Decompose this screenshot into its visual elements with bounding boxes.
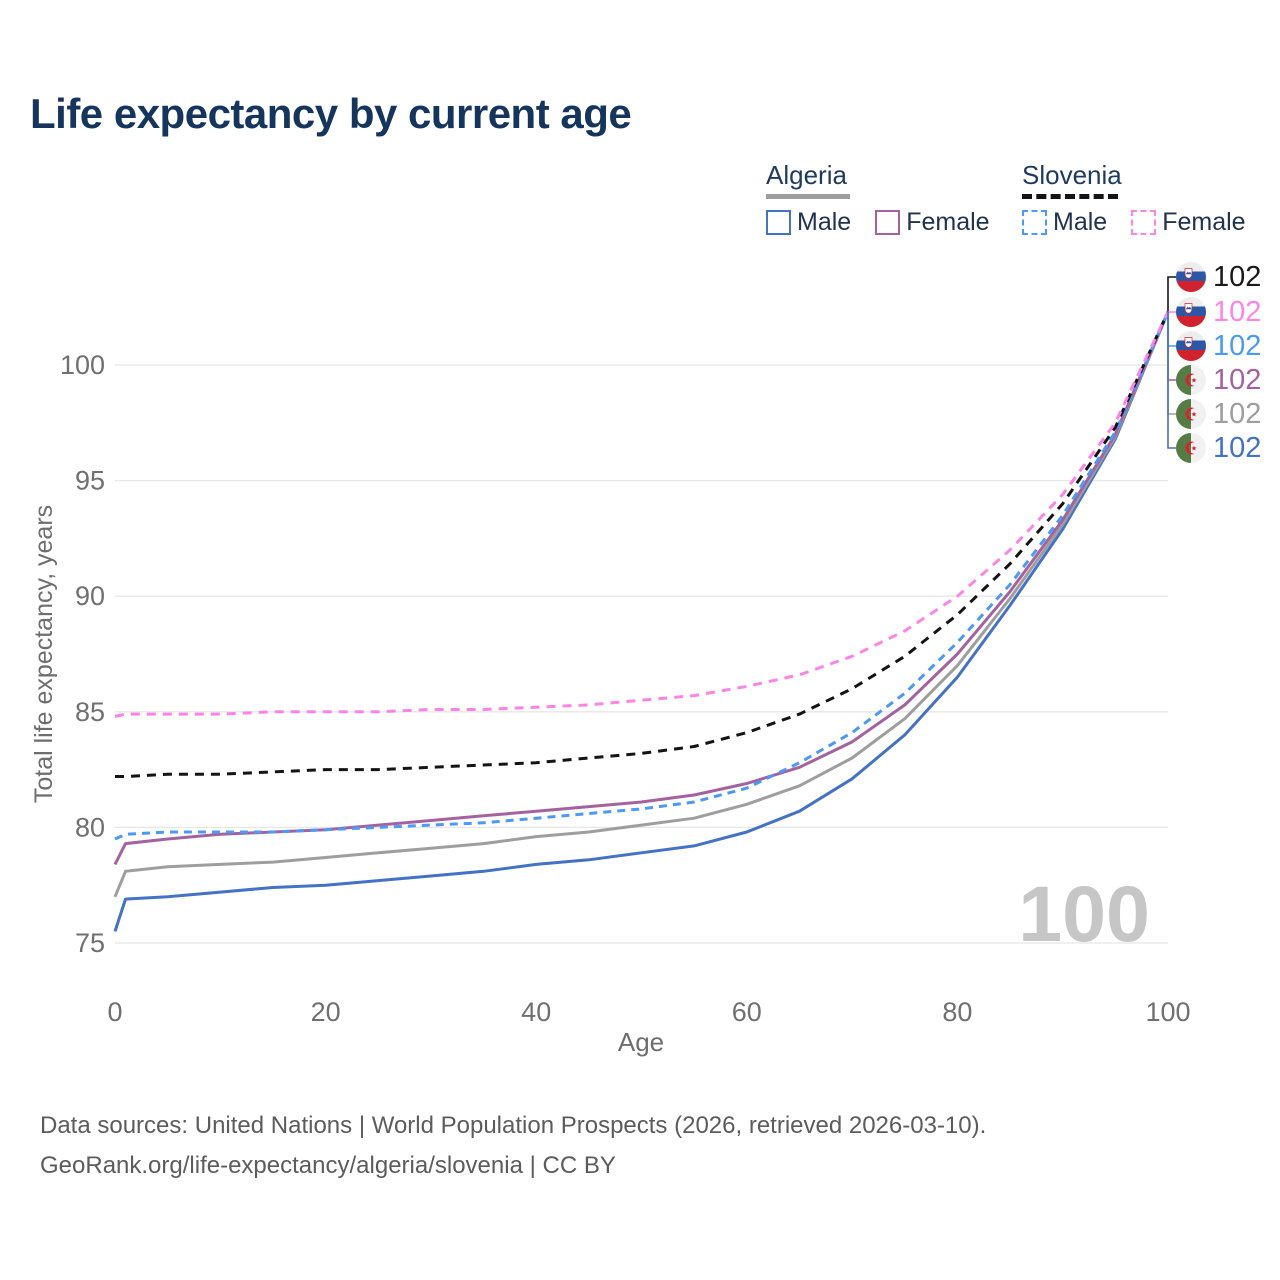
connector-algeria-male bbox=[1167, 311, 1176, 449]
x-tick-60: 60 bbox=[732, 997, 762, 1027]
y-tick-90: 90 bbox=[75, 581, 105, 611]
footer-sources: Data sources: United Nations | World Pop… bbox=[40, 1112, 987, 1139]
algeria-flag-icon bbox=[1176, 433, 1206, 463]
x-tick-100: 100 bbox=[1145, 997, 1190, 1027]
page-title: Life expectancy by current age bbox=[30, 90, 632, 137]
legend-label-slovenia-male[interactable]: Male bbox=[1053, 208, 1108, 236]
y-tick-80: 80 bbox=[75, 812, 105, 842]
legend-label-slovenia-female[interactable]: Female bbox=[1162, 208, 1246, 236]
legend-swatch-algeria-female[interactable] bbox=[875, 210, 901, 235]
footer: Data sources: United Nations | World Pop… bbox=[40, 1106, 986, 1186]
y-tick-100: 100 bbox=[60, 350, 105, 380]
end-label-value: 102 bbox=[1213, 432, 1262, 464]
x-tick-80: 80 bbox=[942, 997, 972, 1027]
connector-algeria-total bbox=[1167, 311, 1176, 415]
legend-group-algeria: Algeria Male Female bbox=[766, 160, 990, 237]
series-line-slovenia-total[interactable] bbox=[115, 311, 1170, 778]
end-label-value: 102 bbox=[1213, 330, 1262, 362]
x-tick-0: 0 bbox=[107, 997, 122, 1027]
series-line-slovenia-female[interactable] bbox=[114, 311, 1170, 718]
legend-swatch-slovenia-male[interactable] bbox=[1022, 210, 1047, 235]
slovenia-line-style-swatch bbox=[1022, 194, 1118, 199]
slovenia-flag-icon bbox=[1176, 297, 1206, 327]
slovenia-flag-icon bbox=[1176, 262, 1206, 292]
legend-swatch-algeria-male[interactable] bbox=[766, 210, 791, 235]
end-label-value: 102 bbox=[1213, 364, 1262, 396]
algeria-line-style-swatch bbox=[766, 194, 850, 199]
legend-label-algeria-female[interactable]: Female bbox=[906, 208, 990, 236]
x-tick-20: 20 bbox=[311, 997, 341, 1027]
age-counter-watermark: 100 bbox=[1018, 869, 1150, 958]
series-lines bbox=[113, 311, 1170, 932]
x-tick-40: 40 bbox=[521, 997, 551, 1027]
end-label-row-slovenia-female: 102 bbox=[1176, 296, 1261, 328]
legend-country-algeria[interactable]: Algeria bbox=[766, 160, 847, 190]
end-label-value: 102 bbox=[1213, 261, 1262, 293]
legend-group-slovenia: Slovenia Male Female bbox=[1022, 160, 1246, 237]
y-axis-title: Total life expectancy, years bbox=[30, 505, 58, 803]
y-tick-75: 75 bbox=[75, 928, 105, 958]
algeria-flag-icon bbox=[1176, 399, 1206, 429]
end-label-row-algeria-female: 102 bbox=[1176, 364, 1261, 396]
end-label-row-slovenia-male: 102 bbox=[1176, 330, 1261, 362]
end-label-value: 102 bbox=[1213, 296, 1262, 328]
series-line-algeria-total[interactable] bbox=[113, 311, 1170, 898]
connector-slovenia-total bbox=[1167, 276, 1176, 312]
series-line-algeria-male[interactable] bbox=[113, 311, 1170, 932]
series-line-algeria-female[interactable] bbox=[113, 311, 1170, 866]
legend-swatch-slovenia-female[interactable] bbox=[1131, 210, 1157, 235]
series-line-slovenia-male[interactable] bbox=[114, 311, 1170, 841]
end-label-row-algeria-total: 102 bbox=[1176, 398, 1261, 430]
connector-slovenia-male bbox=[1167, 311, 1176, 347]
y-axis-tick-labels: 75 80 85 90 95 100 bbox=[60, 350, 105, 958]
legend-label-algeria-male[interactable]: Male bbox=[797, 208, 852, 236]
algeria-flag-icon bbox=[1176, 365, 1206, 395]
gridlines bbox=[115, 364, 1168, 944]
end-label-row-algeria-male: 102 bbox=[1176, 432, 1261, 464]
footer-attribution: GeoRank.org/life-expectancy/algeria/slov… bbox=[40, 1152, 616, 1179]
y-tick-85: 85 bbox=[75, 697, 105, 727]
legend-country-slovenia[interactable]: Slovenia bbox=[1022, 160, 1122, 190]
end-label-value: 102 bbox=[1213, 398, 1262, 430]
end-label-row-slovenia-total: 102 bbox=[1176, 261, 1261, 293]
x-axis-tick-labels: 0 20 40 60 80 100 bbox=[107, 997, 1190, 1027]
y-tick-95: 95 bbox=[75, 466, 105, 496]
end-label-connectors bbox=[1167, 276, 1176, 449]
slovenia-flag-icon bbox=[1176, 331, 1206, 361]
x-axis-title: Age bbox=[618, 1027, 664, 1057]
